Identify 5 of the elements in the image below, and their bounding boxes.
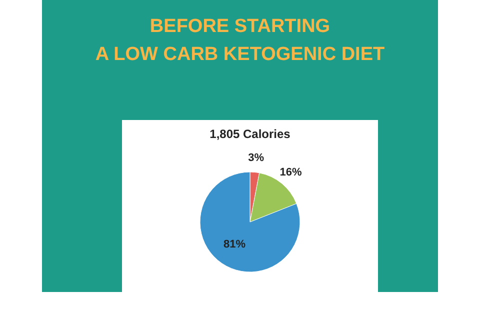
data-label: 81% <box>224 238 246 251</box>
chart-subtitle: 1,805 Calories <box>210 127 291 141</box>
data-label: 16% <box>280 166 302 179</box>
chart-title: BEFORE STARTING A LOW CARB KETOGENIC DIET <box>95 16 385 65</box>
data-label: 3% <box>248 152 264 164</box>
